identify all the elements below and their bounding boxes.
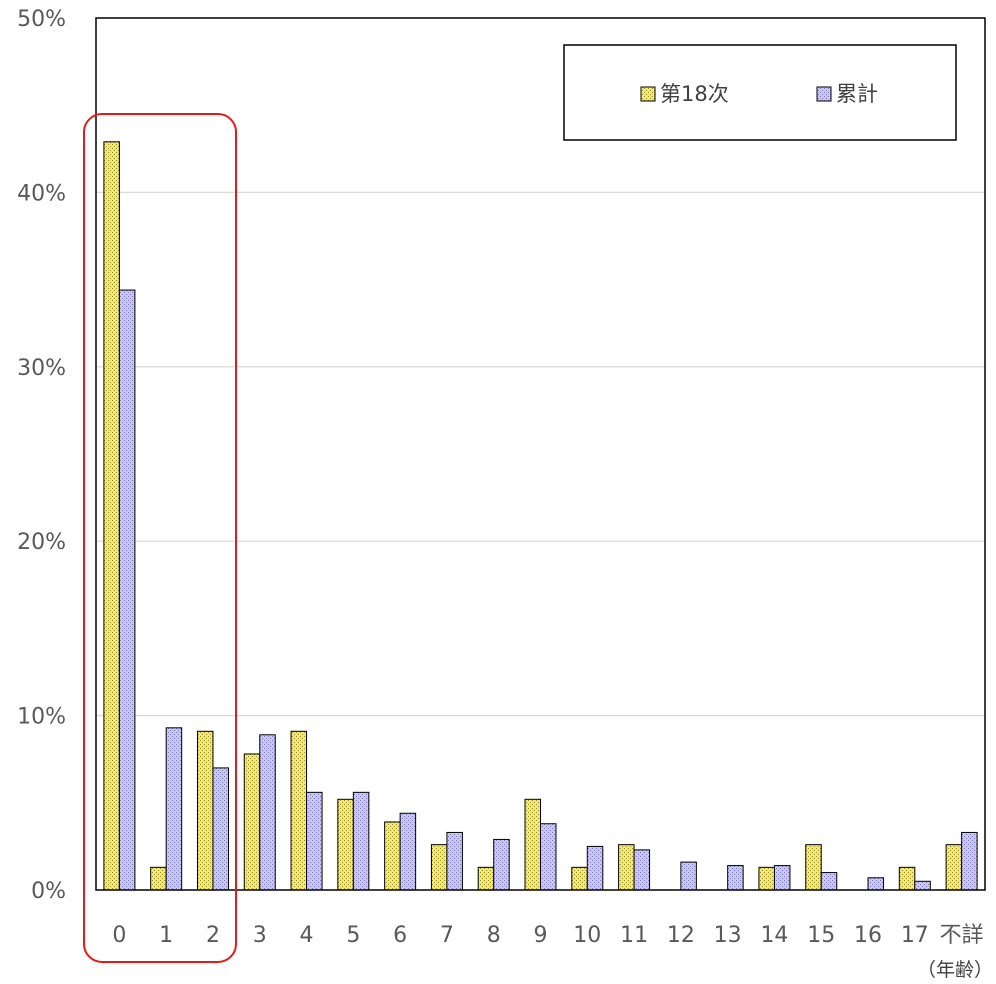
bar-series-2-14 [773, 865, 791, 891]
bar-series-1-15 [805, 844, 822, 891]
y-tick-label: 50% [17, 7, 66, 32]
x-tick-label: 6 [393, 923, 407, 948]
bar-series-1-5 [337, 798, 354, 891]
y-tick-label: 20% [17, 530, 66, 555]
bar-series-1-10 [571, 866, 588, 891]
y-tick-label: 30% [17, 356, 66, 381]
gridlines [96, 191, 985, 717]
legend: 第18次 累計 [563, 44, 957, 141]
bar-series-2-17 [914, 880, 931, 891]
bar-series-1-6 [384, 821, 401, 891]
bar-series-1-14 [758, 866, 775, 891]
bar-series-2-9 [540, 823, 557, 891]
legend-swatch-series-2 [816, 86, 832, 102]
y-tick-label: 40% [17, 181, 66, 206]
x-tick-label: 9 [534, 923, 548, 948]
bar-series-2-5 [352, 791, 370, 891]
bar-series-2-1 [165, 727, 183, 891]
bar-series-2-不詳 [961, 831, 978, 891]
x-tick-label: 15 [807, 923, 835, 948]
x-tick-label: 13 [714, 923, 742, 948]
bar-series-2-2 [212, 767, 229, 891]
x-tick-label: 11 [620, 923, 648, 948]
bar-series-1-4 [290, 730, 308, 891]
bar-series-2-13 [727, 865, 744, 891]
bar-series-2-0 [118, 289, 136, 891]
x-tick-label: 7 [440, 923, 454, 948]
x-tick-label: 14 [760, 923, 788, 948]
x-tick-label: 2 [206, 923, 220, 948]
bar-series-2-11 [633, 849, 651, 891]
bars [103, 141, 978, 891]
bar-series-1-不詳 [945, 844, 963, 891]
legend-box [563, 44, 957, 141]
bar-series-2-3 [259, 734, 276, 891]
bar-series-1-11 [618, 844, 635, 891]
legend-label-series-1: 第18次 [660, 82, 729, 106]
x-axis-label: （年齢） [917, 959, 993, 981]
bar-series-1-0 [103, 141, 120, 891]
bar-series-1-7 [430, 844, 448, 891]
x-axis-tick-labels: 0 1 2 3 4 5 6 7 8 9 10 11 12 13 14 15 16 17 不詳 [112, 923, 983, 948]
bar-series-1-2 [196, 730, 214, 891]
x-tick-label: 16 [854, 923, 882, 948]
bar-series-2-4 [306, 791, 323, 891]
bar-series-1-9 [524, 798, 541, 891]
highlight-box [83, 113, 237, 963]
bar-series-2-15 [820, 872, 838, 891]
x-tick-label: 17 [901, 923, 929, 948]
legend-swatch-series-1 [640, 86, 656, 102]
x-tick-label: 12 [667, 923, 695, 948]
bar-series-2-16 [867, 877, 885, 891]
x-tick-label: 1 [159, 923, 173, 948]
y-axis-tick-labels: 0% 10% 20% 30% 40% 50% [17, 7, 66, 904]
bar-series-1-3 [243, 753, 261, 891]
bar-series-2-10 [586, 845, 604, 891]
bar-series-1-1 [150, 866, 167, 891]
bar-series-1-17 [898, 866, 916, 891]
x-tick-label: 4 [300, 923, 314, 948]
bar-series-2-12 [680, 861, 697, 891]
x-tick-label: 8 [487, 923, 501, 948]
bar-series-2-6 [399, 812, 417, 891]
x-tick-label: 5 [346, 923, 360, 948]
bar-series-1-8 [477, 866, 495, 891]
legend-label-series-2: 累計 [836, 82, 878, 106]
x-tick-label: 0 [112, 923, 126, 948]
y-tick-label: 0% [31, 879, 66, 904]
plot-area-frame [95, 17, 986, 891]
bar-series-2-7 [446, 831, 463, 891]
x-tick-label: 不詳 [940, 923, 984, 948]
x-tick-label: 3 [253, 923, 267, 948]
x-tick-label: 10 [573, 923, 601, 948]
bar-series-2-8 [493, 838, 510, 891]
y-tick-label: 10% [17, 705, 66, 730]
